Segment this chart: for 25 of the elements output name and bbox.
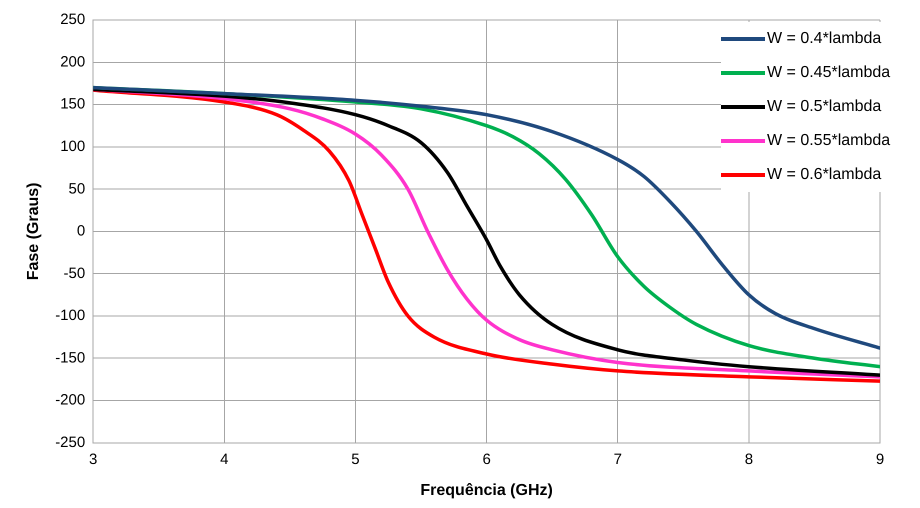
x-tick-label: 3: [89, 450, 98, 468]
legend-label: W = 0.5*lambda: [767, 98, 882, 116]
y-tick-label: -50: [64, 264, 86, 282]
y-tick-label: 250: [60, 11, 86, 28]
legend-label: W = 0.55*lambda: [767, 132, 890, 150]
legend-label: W = 0.45*lambda: [767, 64, 890, 82]
legend-label: W = 0.6*lambda: [767, 166, 882, 184]
y-tick-label: 100: [60, 138, 86, 155]
y-tick-label: -100: [55, 307, 86, 324]
y-tick-label: 50: [68, 180, 86, 198]
y-tick-label: -150: [55, 349, 86, 366]
x-tick-label: 4: [220, 450, 229, 468]
y-tick-label: -200: [55, 392, 86, 409]
x-tick-label: 5: [351, 450, 360, 468]
x-tick-label: 8: [744, 450, 754, 468]
y-tick-label: 150: [60, 96, 86, 113]
x-axis-title: Frequência (GHz): [420, 482, 553, 499]
y-axis-title: Fase (Graus): [25, 182, 42, 280]
x-tick-label: 7: [614, 450, 622, 468]
y-tick-label: 0: [76, 222, 86, 240]
y-tick-label: -250: [55, 434, 86, 451]
legend-label: W = 0.4*lambda: [767, 30, 882, 48]
x-tick-label: 6: [482, 450, 491, 468]
x-tick-label: 9: [876, 450, 884, 468]
y-tick-label: 200: [60, 53, 86, 70]
